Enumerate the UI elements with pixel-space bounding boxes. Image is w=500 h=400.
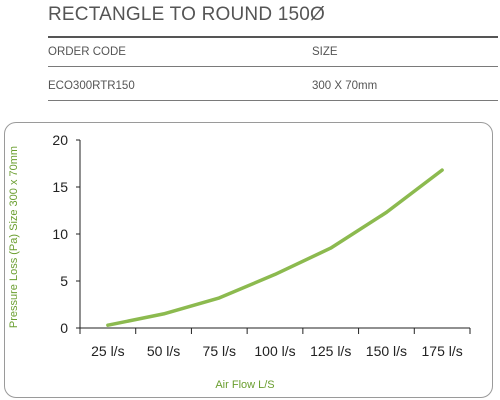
x-tick-label: 100 l/s	[254, 343, 295, 359]
series-line	[106, 168, 444, 327]
chart-axes	[79, 140, 470, 329]
x-axis-title: Air Flow L/S	[215, 379, 274, 391]
data-point	[329, 246, 333, 250]
x-tick-label: 25 l/s	[91, 343, 124, 359]
row-rule	[48, 100, 498, 101]
x-tick-label: 50 l/s	[147, 343, 180, 359]
title-rule	[48, 36, 498, 38]
y-axis-title: Pressure Loss (Pa) Size 300 x 70mm	[8, 146, 20, 328]
page-title: RECTANGLE TO ROUND 150Ø	[48, 4, 326, 25]
x-tick-label: 75 l/s	[203, 343, 236, 359]
y-tick-label: 20	[52, 132, 68, 148]
column-header-order-code: ORDER CODE	[48, 46, 126, 58]
data-point	[217, 296, 221, 300]
order-code-value: ECO300RTR150	[48, 80, 135, 92]
data-point	[106, 323, 110, 327]
chart-frame	[4, 122, 493, 398]
header-rule	[48, 66, 498, 67]
data-point	[440, 168, 444, 172]
column-header-size: SIZE	[312, 46, 338, 58]
x-tick-label: 125 l/s	[310, 343, 351, 359]
data-point	[273, 272, 277, 276]
y-tick-label: 15	[52, 179, 68, 195]
y-tick-label: 10	[52, 226, 68, 242]
data-point	[162, 312, 166, 316]
size-value: 300 X 70mm	[312, 80, 378, 92]
data-point	[384, 210, 388, 214]
x-ticks: 25 l/s 50 l/s 75 l/s 100 l/s 125 l/s 150 l/s 1…	[79, 328, 471, 359]
y-tick-label: 0	[60, 320, 68, 336]
y-tick-label: 5	[60, 273, 68, 289]
series-layer	[106, 168, 444, 327]
y-ticks: 0 5 10 15 20	[52, 132, 80, 336]
x-tick-label: 175 l/s	[422, 343, 463, 359]
x-tick-label: 150 l/s	[366, 343, 407, 359]
